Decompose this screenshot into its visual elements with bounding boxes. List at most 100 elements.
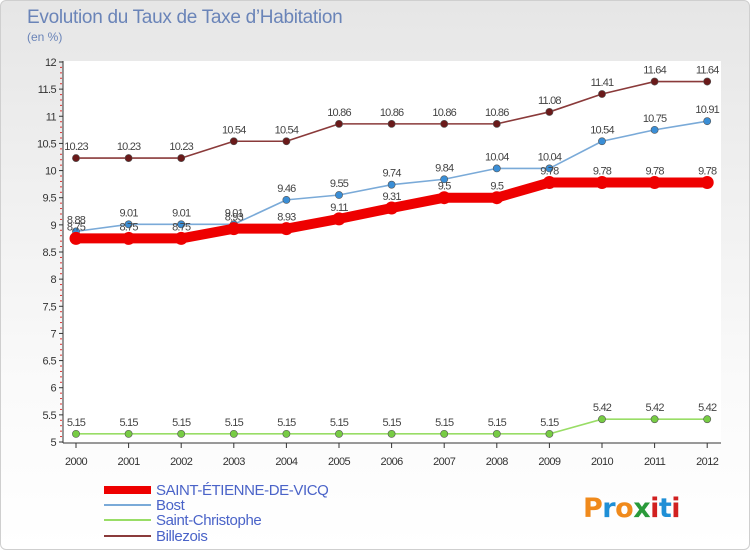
x-tick-label: 2005 <box>328 456 351 468</box>
series-point-1 <box>598 137 606 146</box>
data-label-2: 5.15 <box>435 417 454 429</box>
data-label-0: 9.31 <box>382 191 401 203</box>
data-label-3: 10.23 <box>117 141 141 153</box>
y-tick-label: 9 <box>50 220 56 232</box>
y-tick-label: 11 <box>46 111 57 123</box>
y-tick-label: 10.5 <box>37 138 56 150</box>
data-label-1: 9.74 <box>382 168 401 180</box>
series-point-2 <box>335 429 343 438</box>
series-point-2 <box>650 415 659 424</box>
series-point-3 <box>387 119 396 128</box>
series-point-0 <box>437 191 451 205</box>
x-tick-label: 2007 <box>433 456 456 468</box>
data-label-0: 9.5 <box>438 181 452 193</box>
series-point-0 <box>385 201 399 215</box>
series-point-1 <box>545 164 554 173</box>
data-label-2: 5.15 <box>225 417 244 429</box>
data-label-3: 10.86 <box>432 107 456 119</box>
data-label-0: 8.75 <box>67 221 86 233</box>
data-label-1: 9.46 <box>277 183 296 195</box>
data-label-0: 8.75 <box>119 221 138 233</box>
series-point-3 <box>650 77 659 86</box>
series-point-0 <box>490 191 504 205</box>
data-label-0: 9.11 <box>330 202 348 214</box>
series-point-3 <box>545 108 554 116</box>
logo-letter: r <box>602 493 616 524</box>
series-point-2 <box>177 429 186 438</box>
series-point-0 <box>279 222 293 236</box>
series-point-2 <box>440 429 449 438</box>
data-label-1: 10.91 <box>695 104 719 116</box>
series-point-1 <box>703 117 712 126</box>
data-label-3: 10.86 <box>485 107 509 119</box>
series-point-0 <box>227 222 241 236</box>
y-tick-label: 11.5 <box>38 84 57 96</box>
series-point-1 <box>177 220 186 229</box>
data-label-2: 5.15 <box>540 417 559 429</box>
series-point-1 <box>492 164 501 173</box>
y-tick-label: 9.5 <box>43 193 57 205</box>
x-tick-label: 2006 <box>381 456 404 468</box>
legend-label-0: SAINT-ÉTIENNE-DE-VICQ <box>156 482 328 499</box>
series-point-3 <box>177 154 186 162</box>
data-label-1: 9.55 <box>330 178 349 190</box>
y-tick-label: 7.5 <box>43 301 57 313</box>
data-label-1: 10.75 <box>643 113 667 125</box>
data-label-2: 5.15 <box>382 417 401 429</box>
logo-letter: x <box>633 493 650 524</box>
data-label-1: 10.54 <box>590 124 614 136</box>
data-label-0: 9.78 <box>698 166 717 178</box>
series-point-3 <box>703 77 712 86</box>
data-label-1: 9.01 <box>172 207 191 219</box>
x-tick-label: 2011 <box>644 456 666 468</box>
y-tick-label: 6 <box>50 383 56 395</box>
data-label-2: 5.15 <box>277 417 296 429</box>
y-tick-label: 5.5 <box>43 410 57 422</box>
series-layer <box>69 77 714 438</box>
legend-label-2: Saint-Christophe <box>156 512 261 529</box>
series-point-3 <box>335 119 343 128</box>
y-tick-label: 12 <box>45 57 57 69</box>
data-label-3: 10.54 <box>275 124 299 136</box>
series-point-0 <box>122 231 136 245</box>
y-tick-label: 8 <box>50 274 56 286</box>
series-point-2 <box>545 429 554 438</box>
series-point-1 <box>650 125 659 134</box>
series-point-2 <box>492 429 501 438</box>
y-tick-label: 6.5 <box>43 356 57 368</box>
series-point-2 <box>387 429 396 438</box>
legend-label-3: Billezois <box>156 528 207 545</box>
series-point-0 <box>69 231 83 245</box>
logo-letter: i <box>650 493 659 524</box>
x-tick-label: 2001 <box>118 456 141 468</box>
series-point-1 <box>282 195 291 204</box>
legend-label-1: Bost <box>156 497 186 514</box>
data-label-3: 11.64 <box>696 65 719 77</box>
data-label-0: 8.93 <box>225 212 244 224</box>
series-point-0 <box>332 212 346 226</box>
series-point-0 <box>542 176 556 190</box>
data-label-0: 8.75 <box>172 221 191 233</box>
series-point-3 <box>72 154 80 162</box>
data-label-3: 10.23 <box>64 141 88 153</box>
series-point-2 <box>229 429 238 438</box>
series-point-2 <box>72 429 80 438</box>
legend: SAINT-ÉTIENNE-DE-VICQBostSaint-Christoph… <box>104 482 329 545</box>
x-tick-label: 2009 <box>538 456 561 468</box>
data-label-3: 11.64 <box>643 65 666 77</box>
data-label-2: 5.15 <box>172 417 191 429</box>
data-label-0: 8.93 <box>277 212 296 224</box>
x-tick-label: 2008 <box>486 456 509 468</box>
y-tick-label: 10 <box>45 166 57 178</box>
data-label-2: 5.15 <box>119 417 138 429</box>
logo-text: Proxiti <box>583 493 680 524</box>
series-point-0 <box>595 176 609 190</box>
data-label-1: 10.04 <box>485 151 509 163</box>
data-label-3: 10.86 <box>380 107 404 119</box>
data-labels: 8.75 8.75 8.75 8.93 8.93 9.11 9.31 9.5 9.5 9.78 9.… <box>64 65 720 429</box>
series-point-0 <box>648 176 662 190</box>
data-label-1: 9.84 <box>435 162 454 174</box>
data-label-2: 5.15 <box>330 417 349 429</box>
y-tick-label: 5 <box>50 437 56 449</box>
